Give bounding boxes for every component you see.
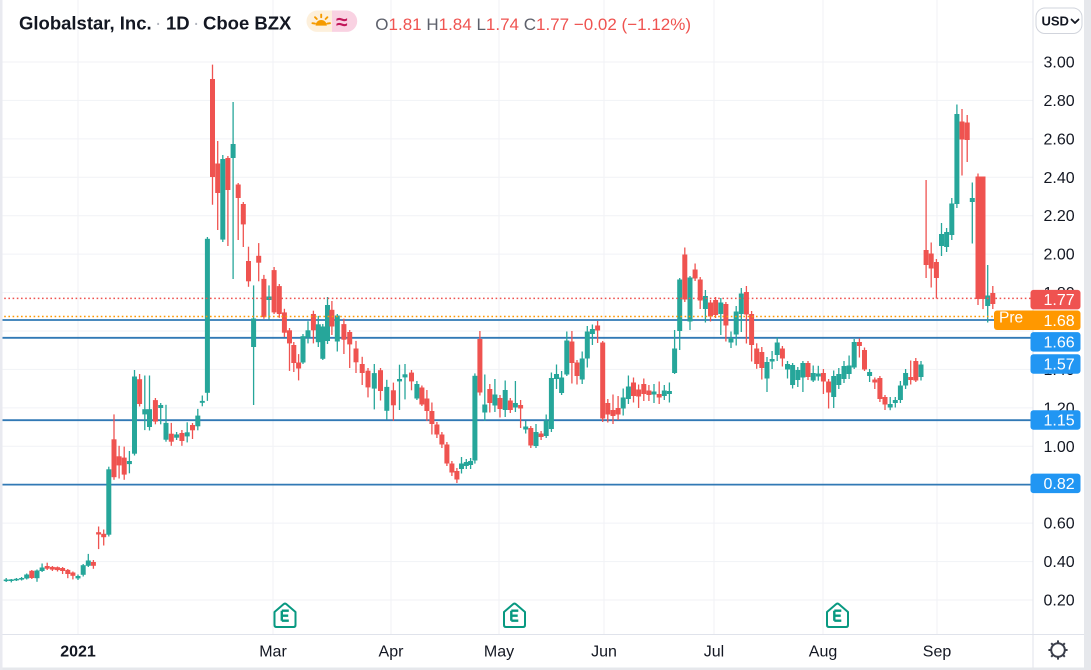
svg-text:1.57: 1.57	[1044, 357, 1075, 374]
svg-text:1.15: 1.15	[1044, 413, 1075, 430]
svg-text:Pre: Pre	[999, 309, 1023, 326]
svg-text:2021: 2021	[60, 644, 96, 661]
svg-text:O1.81 H1.84 L1.74 C1.77 −0.02: O1.81 H1.84 L1.74 C1.77 −0.02 (−1.12%)	[375, 15, 691, 34]
svg-text:Mar: Mar	[259, 644, 287, 661]
svg-text:·: ·	[155, 14, 161, 35]
svg-text:1D: 1D	[166, 13, 190, 34]
svg-text:2.00: 2.00	[1044, 247, 1075, 264]
svg-text:·: ·	[193, 14, 199, 35]
svg-text:Sep: Sep	[923, 644, 952, 661]
svg-text:1.77: 1.77	[1044, 292, 1075, 309]
svg-text:2.80: 2.80	[1044, 93, 1075, 110]
svg-text:USD: USD	[1042, 14, 1069, 29]
svg-text:≈: ≈	[336, 11, 348, 34]
svg-text:0.60: 0.60	[1044, 516, 1075, 533]
svg-text:1.00: 1.00	[1044, 439, 1075, 456]
svg-text:Apr: Apr	[379, 644, 405, 661]
svg-text:0.20: 0.20	[1044, 593, 1075, 610]
svg-text:Globalstar, Inc.: Globalstar, Inc.	[19, 13, 152, 34]
svg-text:Cboe BZX: Cboe BZX	[203, 13, 292, 34]
svg-text:Jun: Jun	[591, 644, 617, 661]
svg-text:2.20: 2.20	[1044, 208, 1075, 225]
svg-text:1.68: 1.68	[1044, 313, 1075, 330]
svg-text:2.40: 2.40	[1044, 170, 1075, 187]
svg-text:0.40: 0.40	[1044, 554, 1075, 571]
svg-text:1.66: 1.66	[1044, 334, 1075, 351]
svg-text:2.60: 2.60	[1044, 131, 1075, 148]
svg-text:Aug: Aug	[809, 644, 837, 661]
svg-text:Jul: Jul	[704, 644, 724, 661]
svg-text:3.00: 3.00	[1044, 55, 1075, 72]
svg-text:May: May	[484, 644, 514, 661]
svg-text:0.82: 0.82	[1044, 476, 1075, 493]
